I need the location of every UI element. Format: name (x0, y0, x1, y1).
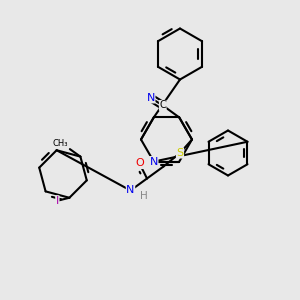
Text: I: I (56, 196, 59, 206)
Text: CH₃: CH₃ (53, 139, 68, 148)
Text: H: H (140, 191, 148, 202)
Text: S: S (176, 148, 184, 158)
Text: O: O (135, 158, 144, 169)
Text: N: N (147, 93, 155, 103)
Text: N: N (150, 157, 158, 166)
Text: N: N (126, 185, 135, 196)
Text: C: C (159, 100, 166, 110)
